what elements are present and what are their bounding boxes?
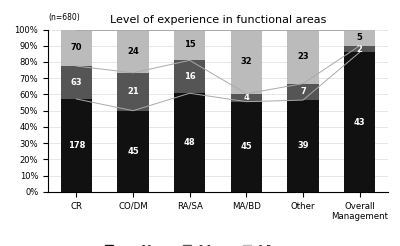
Text: 4: 4: [243, 93, 249, 102]
Bar: [288, 100, 318, 192]
Text: 32: 32: [240, 57, 252, 66]
Text: 70: 70: [70, 43, 82, 52]
Text: 16: 16: [184, 72, 196, 81]
Bar: [288, 84, 318, 100]
Text: 7: 7: [300, 87, 306, 96]
Bar: [61, 66, 92, 99]
Text: 24: 24: [127, 47, 139, 56]
Text: 63: 63: [70, 78, 82, 87]
Bar: [118, 73, 148, 111]
Text: 15: 15: [184, 40, 196, 49]
Bar: [231, 102, 262, 192]
Text: 23: 23: [297, 52, 309, 61]
Text: 21: 21: [127, 87, 139, 96]
Text: (n=680): (n=680): [48, 13, 80, 22]
Text: 2: 2: [357, 45, 363, 53]
Bar: [288, 30, 318, 84]
Text: 178: 178: [68, 141, 85, 150]
Bar: [174, 60, 205, 93]
Bar: [344, 52, 375, 192]
Bar: [231, 30, 262, 94]
Bar: [61, 99, 92, 192]
Legend: over 10 years, 6-9 years, 0-5 years: over 10 years, 6-9 years, 0-5 years: [105, 245, 297, 246]
Bar: [118, 111, 148, 192]
Bar: [344, 30, 375, 46]
Text: 45: 45: [240, 142, 252, 151]
Bar: [174, 93, 205, 192]
Text: 48: 48: [184, 138, 196, 147]
Bar: [231, 94, 262, 102]
Bar: [61, 30, 92, 66]
Text: 43: 43: [354, 118, 366, 126]
Text: 5: 5: [357, 33, 363, 42]
Bar: [344, 46, 375, 52]
Bar: [118, 30, 148, 73]
Text: 45: 45: [127, 147, 139, 156]
Text: 39: 39: [297, 141, 309, 151]
Title: Level of experience in functional areas: Level of experience in functional areas: [110, 15, 326, 25]
Bar: [174, 30, 205, 60]
